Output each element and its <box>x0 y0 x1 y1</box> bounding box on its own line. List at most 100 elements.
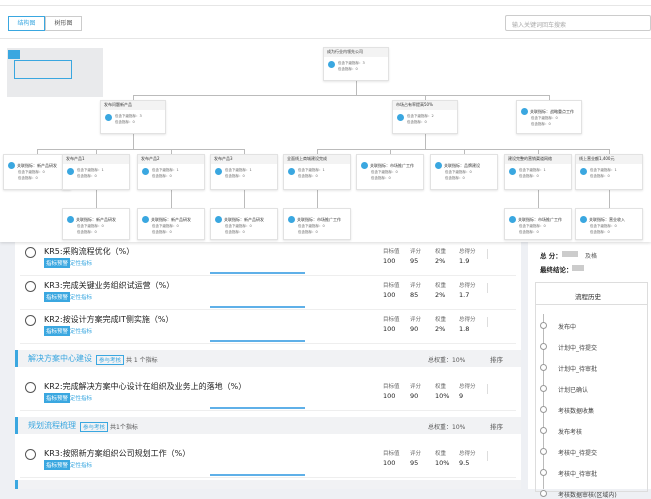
toolbar-line <box>0 38 651 39</box>
minimap-toggle[interactable] <box>8 50 20 59</box>
timeline-dot <box>540 343 547 350</box>
tree-node[interactable]: 成为行业内领先公司 包含下级指标：3 包含指标：0 <box>323 47 389 81</box>
tree-node[interactable]: 发布产品3 包含下级指标：1 包含指标：0 <box>210 154 278 190</box>
node-icon <box>521 108 528 115</box>
connector <box>317 203 318 208</box>
node-title: 市场占有率提高50% <box>396 102 433 107</box>
col-value: 85 <box>410 291 419 299</box>
tree-node[interactable]: 关联指标：品牌建设 包含下级指标：0 包含指标：0 <box>430 154 498 190</box>
col-value: 90 <box>410 392 419 400</box>
connector <box>538 149 539 154</box>
col-label: 评分 <box>410 249 422 255</box>
col-label: 权重 <box>435 283 447 289</box>
col-label: 评分 <box>410 283 422 289</box>
tab[interactable]: 树形图 <box>45 16 82 31</box>
tab[interactable]: 结构图 <box>8 16 45 31</box>
connector <box>171 190 172 203</box>
node-icon <box>580 168 587 175</box>
history-item: 考核中_待提交 <box>558 450 598 457</box>
tree-node[interactable]: 关联指标：营业收入 包含下级指标：0 包含指标：0 <box>575 208 643 240</box>
col-label: 目标值 <box>383 317 400 323</box>
node-head <box>505 155 571 164</box>
node-head <box>63 155 129 164</box>
side-panel <box>528 236 651 489</box>
kr-title: KR2:按设计方案完成IT侧实施（%） <box>44 315 174 324</box>
node-title: 发布产品2 <box>141 156 160 161</box>
tree-node[interactable]: 关联指标：新产品研发 包含下级指标：0 包含指标：0 <box>210 208 278 240</box>
connector <box>425 149 610 150</box>
history-item: 考核数据审核(区域内) <box>558 492 617 499</box>
node-icon <box>142 168 149 175</box>
node-title: 关联指标：市场推广工作 <box>297 217 341 222</box>
node-icon <box>105 114 112 121</box>
tree-node[interactable]: 关联指标：市场推广工作 包含下级指标：0 包含指标：0 <box>356 154 424 190</box>
col-value: 2% <box>435 257 446 265</box>
node-line: 包含下级指标：0 <box>445 170 472 174</box>
section-count: 共 1 个指标 <box>126 357 158 364</box>
node-icon <box>288 168 295 175</box>
connector <box>356 81 357 95</box>
history-title: 流程历史 <box>575 293 601 301</box>
col-value: 95 <box>410 257 419 265</box>
connector <box>171 203 172 208</box>
col-label: 评分 <box>410 384 422 390</box>
connector <box>425 95 426 100</box>
node-line: 包含下级指标：1 <box>298 168 325 172</box>
tag-warn: 指标预警 <box>44 258 71 268</box>
sort-button[interactable]: 排序 <box>490 356 503 364</box>
tree-node[interactable]: 发布产品2 包含下级指标：1 包含指标：0 <box>137 154 205 190</box>
col-value: 90 <box>410 325 419 333</box>
timeline-dot <box>540 385 547 392</box>
section-weight: 总权重：10% <box>428 424 466 431</box>
minimap <box>7 48 103 97</box>
tree-node[interactable]: 关联指标：新产品研发 包含下级指标：0 包含指标：0 <box>137 208 205 240</box>
kr-icon <box>25 247 36 258</box>
tree-node[interactable]: 关联指标：战略重点工作 包含下级指标：0 包含指标：0 <box>516 100 582 134</box>
conclusion-label: 最终结论： <box>540 266 573 274</box>
tree-node[interactable]: 线上营业额1,400元 包含下级指标：1 包含指标：0 <box>575 154 643 190</box>
row-divider <box>20 343 516 344</box>
connector <box>37 149 38 154</box>
col-label: 总得分 <box>459 249 476 255</box>
node-line: 包含指标：0 <box>152 230 172 234</box>
timeline-dot <box>540 448 547 455</box>
tree-node[interactable]: 关联指标：新产品研发 包含下级指标：0 包含指标：0 <box>62 208 130 240</box>
node-line: 包含指标：0 <box>371 176 391 180</box>
tree-node[interactable]: 全面线上商城建设完成 包含下级指标：1 包含指标：0 <box>283 154 351 190</box>
tag-type: 定性指标 <box>70 261 93 267</box>
node-line: 包含指标：0 <box>298 174 318 178</box>
sort-button[interactable]: 排序 <box>490 423 503 431</box>
kr-title: KR5:采购流程优化（%） <box>44 247 135 256</box>
tree-node[interactable]: 市场占有率提高50% 包含下级指标：2 包含指标：0 <box>392 100 458 134</box>
node-head <box>393 101 457 110</box>
connector <box>317 149 318 154</box>
score-label: 总 分： <box>540 252 562 260</box>
search-box[interactable]: 输入关键词回车搜索 <box>505 15 651 31</box>
history-box <box>535 282 648 492</box>
node-line: 包含下级指标：1 <box>77 168 104 172</box>
section-name: 规划流程梳理 <box>28 421 76 430</box>
connector <box>549 95 550 100</box>
node-line: 包含下级指标：3 <box>115 114 142 118</box>
node-title: 线上营业额1,400元 <box>579 156 615 161</box>
connector <box>356 95 550 96</box>
history-item: 计划中_待审批 <box>558 366 598 373</box>
tree-node[interactable]: 关联指标：市场推广工作 包含下级指标：0 包含指标：0 <box>504 208 572 240</box>
tag-type: 定性指标 <box>70 396 93 402</box>
col-value: 100 <box>383 392 396 400</box>
tree-node[interactable]: 建设完整的营销渠道网络 包含下级指标：1 包含指标：0 <box>504 154 572 190</box>
tag-warn: 指标预警 <box>44 393 71 403</box>
col-value: 100 <box>383 257 396 265</box>
node-icon <box>288 216 295 223</box>
col-value: 100 <box>383 291 396 299</box>
tree-node[interactable]: 关联指标：新产品研发 包含下级指标：0 包含指标：0 <box>3 154 71 190</box>
tree-node[interactable]: 发布问题新产品 包含下级指标：3 包含指标：0 <box>100 100 166 134</box>
minimap-view <box>14 60 72 79</box>
connector <box>133 149 245 150</box>
connector <box>244 149 245 154</box>
node-icon <box>8 162 15 169</box>
tree-node[interactable]: 关联指标：市场推广工作 包含下级指标：0 包含指标：0 <box>283 208 351 240</box>
tree-node[interactable]: 发布产品1 包含下级指标：1 包含指标：0 <box>62 154 130 190</box>
connector <box>390 149 391 154</box>
progress <box>210 272 305 274</box>
